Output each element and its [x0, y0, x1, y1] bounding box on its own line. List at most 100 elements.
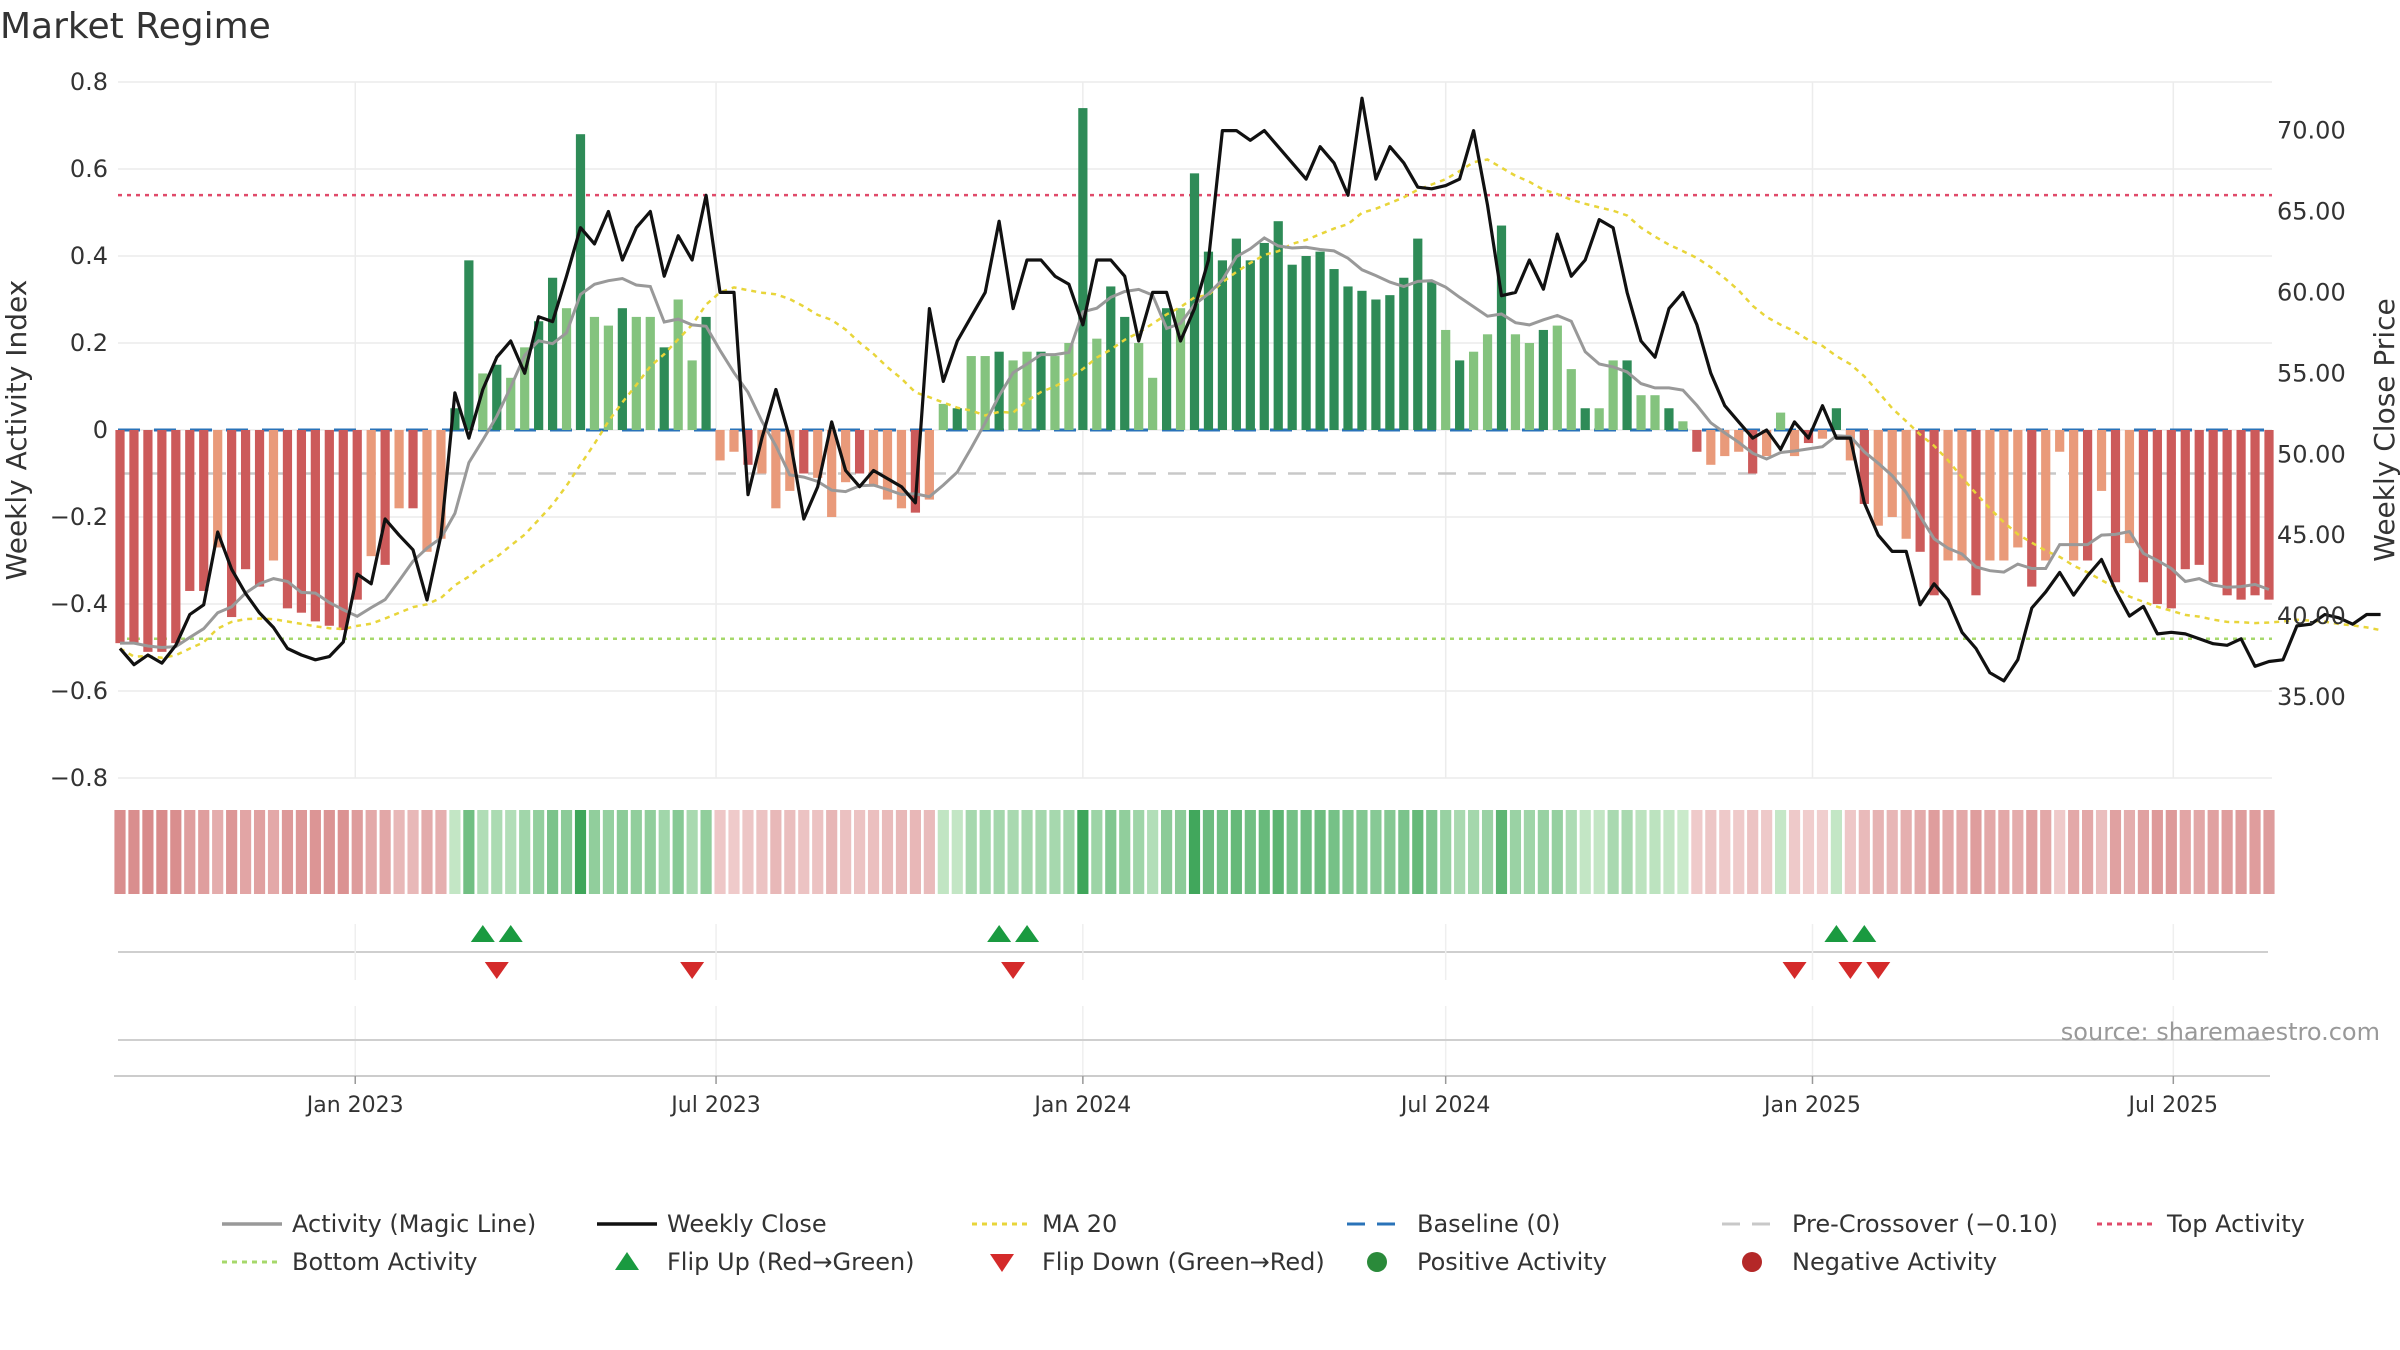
heat-cell: [2012, 810, 2024, 894]
legend-label: Bottom Activity: [292, 1248, 477, 1276]
heat-cell: [616, 810, 628, 894]
heat-cell: [393, 810, 405, 894]
heat-cell: [351, 810, 363, 894]
heat-cell: [700, 810, 712, 894]
heat-cell: [1174, 810, 1187, 894]
activity-bar: [868, 430, 879, 487]
legend-label: Activity (Magic Line): [292, 1210, 536, 1238]
activity-bar: [520, 347, 530, 430]
activity-bar: [785, 430, 795, 491]
heat-cell: [1356, 810, 1368, 894]
activity-bar: [547, 277, 558, 430]
activity-bar: [2208, 430, 2218, 583]
heat-cell: [1063, 810, 1075, 894]
heat-cell: [2068, 810, 2080, 894]
activity-bar: [2180, 430, 2190, 570]
flip-up-marker: [470, 925, 495, 942]
heat-cell: [1440, 810, 1452, 894]
flip-down-marker: [680, 962, 705, 979]
activity-bar: [492, 364, 502, 430]
flip-up-marker: [498, 925, 523, 942]
activity-bar: [1064, 343, 1074, 430]
activity-bar: [1301, 256, 1311, 430]
activity-bar: [282, 430, 293, 609]
activity-bar: [1580, 408, 1590, 430]
heat-cell: [881, 810, 894, 894]
heat-cell: [198, 810, 210, 894]
legend-label: Weekly Close: [667, 1210, 827, 1238]
flip-down-marker: [484, 962, 509, 979]
y-tick-right: 35.00: [2277, 683, 2346, 711]
activity-bar: [352, 430, 362, 600]
heat-cell: [1802, 810, 1815, 894]
legend-item: Flip Down (Green→Red): [990, 1248, 1325, 1276]
heat-cell: [854, 810, 866, 894]
activity-bar: [1831, 408, 1842, 430]
y-tick-left: 0.6: [70, 155, 108, 183]
y-tick-right: 40.00: [2277, 602, 2346, 630]
activity-bar: [1817, 430, 1828, 439]
heat-cell: [421, 810, 433, 894]
activity-bar: [1371, 299, 1381, 430]
heat-cell: [491, 810, 503, 894]
source-credit: source: sharemaestro.com: [2061, 1018, 2380, 1046]
activity-bar: [338, 430, 348, 631]
heat-cell: [672, 810, 684, 894]
heat-cell: [1565, 810, 1577, 894]
flip-markers-panel: [118, 924, 2268, 980]
heat-cell: [1272, 810, 1284, 894]
activity-bar: [1134, 343, 1144, 430]
heat-cell: [2040, 810, 2052, 894]
activity-bar: [1887, 430, 1897, 517]
activity-bar: [1664, 408, 1674, 430]
heat-cell: [2179, 810, 2191, 894]
heat-cell: [1021, 810, 1033, 894]
activity-bar: [882, 430, 893, 500]
activity-bar: [1259, 242, 1269, 430]
activity-bar: [841, 430, 851, 483]
activity-bar: [1441, 329, 1451, 430]
activity-bar: [227, 430, 237, 618]
activity-bar: [2138, 430, 2149, 583]
heat-cell: [1523, 810, 1535, 894]
activity-bar: [896, 430, 907, 509]
activity-bar: [1538, 329, 1548, 430]
series-lines: [118, 96, 2381, 683]
activity-bar: [1971, 430, 1981, 596]
y-tick-left: −0.4: [50, 590, 108, 618]
activity-bar: [2250, 430, 2260, 596]
heat-cell: [1830, 810, 1842, 894]
heat-cell: [937, 810, 949, 894]
heat-cell: [253, 810, 266, 894]
legend-item: MA 20: [972, 1210, 1117, 1238]
activity-bar: [1929, 430, 1939, 596]
activity-bar: [1678, 421, 1688, 430]
heat-cell: [798, 810, 810, 894]
reference-lines: [118, 193, 2272, 641]
activity-bar: [143, 430, 153, 652]
heat-cell: [184, 810, 196, 894]
activity-bar: [1427, 282, 1437, 430]
activity-bar: [1343, 286, 1353, 430]
activity-bar: [1789, 430, 1800, 457]
activity-bar: [659, 347, 669, 430]
activity-bar: [1120, 316, 1130, 430]
legend-label: Flip Up (Red→Green): [667, 1248, 915, 1276]
y-axis-left-title: Weekly Activity Index: [0, 280, 33, 581]
heat-cell: [1816, 810, 1829, 894]
activity-bar: [157, 430, 167, 652]
heat-cell: [156, 810, 168, 894]
activity-bar: [1762, 430, 1772, 457]
heat-cell: [826, 810, 838, 894]
heat-cell: [1119, 810, 1131, 894]
heat-cell: [1216, 810, 1228, 894]
activity-bar: [1078, 108, 1088, 430]
activity-bar: [2027, 430, 2037, 587]
flip-up-marker: [1852, 925, 1877, 942]
heat-cell: [1956, 810, 1968, 894]
heat-cell: [2109, 810, 2122, 894]
activity-bar: [603, 325, 614, 430]
heat-cell: [1202, 810, 1215, 894]
heat-cell: [1384, 810, 1396, 894]
y-tick-right: 70.00: [2277, 117, 2346, 145]
